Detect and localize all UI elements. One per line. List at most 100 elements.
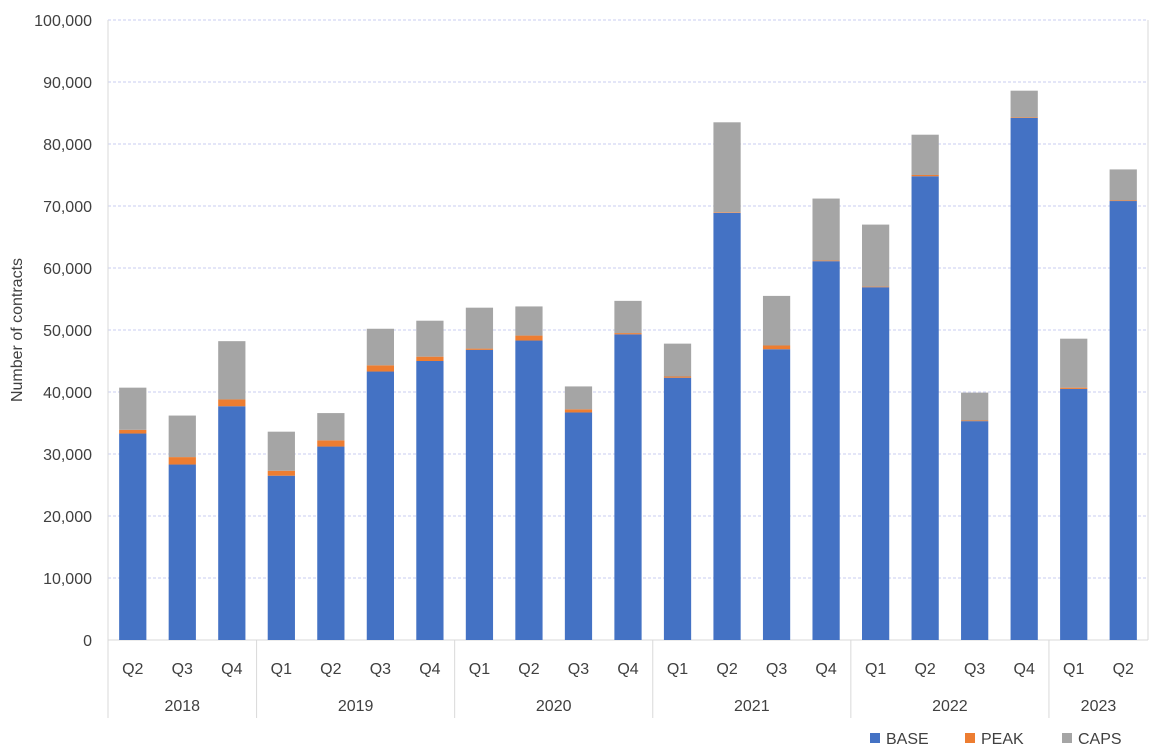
x-group-label: 2023 <box>1081 698 1117 715</box>
x-tick-label: Q2 <box>122 661 143 678</box>
bar-caps-segment <box>1060 338 1088 388</box>
y-tick-label: 0 <box>83 633 92 650</box>
bar-caps-segment <box>465 307 494 349</box>
y-axis-ticks: 0 10,000 20,000 30,000 40,000 50,000 60,000 70,… <box>34 13 92 650</box>
bar-peak-segment <box>713 212 741 213</box>
bar-peak-segment <box>366 365 394 372</box>
bar-caps-segment <box>366 328 394 366</box>
bars <box>119 90 1137 641</box>
y-tick-label: 30,000 <box>43 447 92 464</box>
bar-peak-segment <box>663 376 692 378</box>
x-tick-label: Q1 <box>1063 661 1084 678</box>
bar-base-segment <box>614 334 642 640</box>
x-group-label: 2022 <box>932 698 968 715</box>
bar-caps-segment <box>614 300 642 334</box>
legend-label-caps: CAPS <box>1078 731 1122 748</box>
bar-caps-segment <box>762 295 791 346</box>
bar-base-segment <box>713 212 741 640</box>
x-tick-label: Q3 <box>172 661 193 678</box>
y-tick-label: 10,000 <box>43 571 92 588</box>
x-tick-label: Q2 <box>914 661 935 678</box>
y-tick-label: 90,000 <box>43 75 92 92</box>
y-tick-label: 70,000 <box>43 199 92 216</box>
x-group-label: 2020 <box>536 698 572 715</box>
bar-caps-segment <box>812 198 840 261</box>
bar-caps-segment <box>911 134 939 175</box>
legend-swatch-caps <box>1062 733 1072 743</box>
x-tick-label: Q4 <box>1014 661 1035 678</box>
x-tick-label: Q4 <box>419 661 440 678</box>
bar-base-segment <box>366 371 394 640</box>
bar-base-segment <box>267 475 295 640</box>
bar-caps-segment <box>317 413 345 441</box>
x-tick-label: Q2 <box>716 661 737 678</box>
bar-peak-segment <box>812 260 840 262</box>
bar-caps-segment <box>416 320 444 357</box>
x-group-label: 2019 <box>338 698 374 715</box>
bar-peak-segment <box>168 457 196 465</box>
bar-caps-segment <box>168 415 196 458</box>
bar-caps-segment <box>1010 90 1038 118</box>
x-tick-label: Q4 <box>617 661 638 678</box>
bar-base-segment <box>812 261 840 640</box>
x-tick-label: Q4 <box>815 661 836 678</box>
bar-base-segment <box>663 377 692 640</box>
bar-base-segment <box>911 176 939 641</box>
bar-base-segment <box>416 361 444 640</box>
bar-peak-segment <box>1109 200 1137 202</box>
bar-peak-segment <box>218 399 246 407</box>
bar-base-segment <box>1109 201 1137 641</box>
legend-label-base: BASE <box>886 731 929 748</box>
y-axis-title: Number of contracts <box>9 258 26 402</box>
legend-swatch-peak <box>965 733 975 743</box>
y-tick-label: 40,000 <box>43 385 92 402</box>
bar-base-segment <box>762 349 791 640</box>
bar-peak-segment <box>317 440 345 447</box>
bar-caps-segment <box>1109 169 1137 201</box>
bar-base-segment <box>218 406 246 640</box>
bar-base-segment <box>515 340 543 640</box>
bar-caps-segment <box>713 122 741 213</box>
x-tick-label: Q2 <box>518 661 539 678</box>
x-tick-label: Q3 <box>964 661 985 678</box>
bar-base-segment <box>564 412 593 640</box>
bar-caps-segment <box>515 306 543 336</box>
legend-label-peak: PEAK <box>981 731 1024 748</box>
x-tick-label: Q3 <box>568 661 589 678</box>
x-tick-label: Q1 <box>271 661 292 678</box>
bar-caps-segment <box>267 431 295 471</box>
bar-caps-segment <box>218 341 246 400</box>
bar-caps-segment <box>961 392 989 421</box>
bar-peak-segment <box>1010 117 1038 118</box>
y-tick-label: 80,000 <box>43 137 92 154</box>
bar-peak-segment <box>416 356 444 361</box>
x-tick-label: Q1 <box>667 661 688 678</box>
x-tick-label: Q2 <box>320 661 341 678</box>
x-tick-label: Q1 <box>469 661 490 678</box>
bar-peak-segment <box>862 286 890 288</box>
bar-peak-segment <box>911 175 939 177</box>
bar-peak-segment <box>465 348 494 350</box>
x-group-label: 2018 <box>164 698 200 715</box>
y-tick-label: 20,000 <box>43 509 92 526</box>
bar-base-segment <box>317 446 345 640</box>
bar-peak-segment <box>119 429 147 434</box>
bar-peak-segment <box>564 409 593 413</box>
bar-base-segment <box>1060 388 1088 640</box>
y-tick-label: 50,000 <box>43 323 92 340</box>
bar-peak-segment <box>515 335 543 341</box>
bar-base-segment <box>168 464 196 640</box>
bar-base-segment <box>862 287 890 640</box>
bar-caps-segment <box>663 343 692 377</box>
bar-peak-segment <box>762 345 791 350</box>
x-group-label: 2021 <box>734 698 770 715</box>
bar-base-segment <box>119 433 147 640</box>
x-tick-label: Q2 <box>1113 661 1134 678</box>
legend-swatch-base <box>870 733 880 743</box>
bar-peak-segment <box>267 470 295 476</box>
legend: BASE PEAK CAPS <box>870 731 1122 748</box>
bar-caps-segment <box>564 386 593 410</box>
x-tick-label: Q3 <box>370 661 391 678</box>
bar-peak-segment <box>961 420 989 422</box>
bar-base-segment <box>961 421 989 640</box>
